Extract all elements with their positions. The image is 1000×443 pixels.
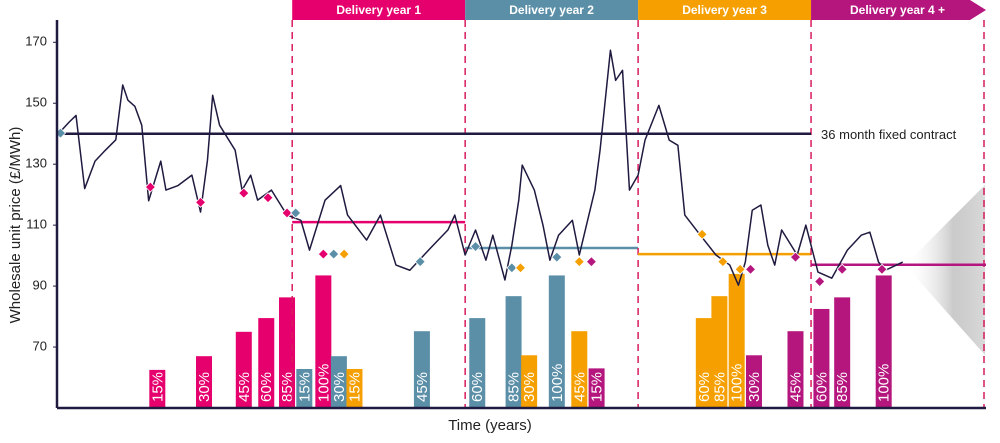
purchase-bar [235, 331, 252, 408]
purchase-bar [787, 331, 804, 408]
purchase-bar [813, 308, 830, 408]
purchase-bar [521, 355, 538, 408]
bar-label: 60% [696, 372, 713, 402]
purchase-bar [279, 297, 296, 408]
purchase-point [573, 256, 585, 268]
bar-label: 30% [196, 372, 213, 402]
bar-label: 100% [729, 364, 746, 402]
purchase-bar [571, 331, 588, 408]
bar-label: 100% [876, 364, 893, 402]
purchase-point [262, 192, 274, 204]
purchase-bar [315, 275, 332, 408]
purchase-point [414, 256, 426, 268]
purchase-point [290, 207, 302, 219]
purchase-bar [296, 368, 313, 408]
purchase-bar [834, 297, 851, 408]
purchase-point [717, 256, 729, 268]
purchase-point [238, 187, 250, 199]
purchase-bar [588, 368, 605, 408]
bar-label: 15% [589, 372, 606, 402]
bar-label: 15% [346, 372, 363, 402]
purchase-bar [505, 296, 522, 408]
purchase-point [836, 263, 848, 275]
x-axis-label: Time (years) [448, 417, 532, 434]
period-tab [638, 0, 812, 20]
period-tab-label: Delivery year 1 [336, 3, 421, 17]
purchase-bar [149, 369, 166, 408]
bar-label: 45% [787, 372, 804, 402]
purchase-bar [413, 331, 430, 408]
purchase-point [814, 275, 826, 288]
bar-label: 45% [414, 372, 431, 402]
purchase-bar [330, 356, 347, 408]
purchase-point [317, 248, 329, 260]
purchase-point [734, 263, 746, 275]
bar-label: 15% [149, 372, 166, 402]
bar-label: 60% [813, 372, 830, 402]
purchase-bar [695, 318, 712, 408]
bar-label: 45% [571, 372, 588, 402]
y-tick-label: 130 [25, 156, 47, 171]
purchase-point [506, 262, 518, 274]
y-tick-label: 110 [26, 217, 47, 232]
purchase-bar [548, 275, 565, 408]
bar-label: 30% [521, 372, 538, 402]
purchase-point [514, 262, 527, 274]
purchase-bar [346, 368, 363, 408]
purchase-bar [196, 356, 213, 408]
bar-label: 85% [506, 372, 523, 402]
period-tab [811, 0, 986, 20]
y-axis-label: Wholesale unit price (£/MWh) [7, 127, 24, 324]
fixed-contract-label: 36 month fixed contract [821, 127, 957, 142]
bar-label: 60% [469, 372, 486, 402]
purchase-point [469, 240, 482, 253]
purchase-point [144, 181, 156, 193]
bar-label: 85% [279, 372, 296, 402]
purchase-bar [711, 296, 728, 408]
bar-label: 100% [549, 364, 566, 402]
bar-label: 30% [331, 372, 348, 402]
bar-label: 60% [258, 372, 275, 402]
price-line [56, 49, 904, 286]
purchase-bar [469, 318, 486, 408]
bar-label: 85% [834, 372, 851, 402]
bar-label: 30% [746, 372, 763, 402]
bar-label: 100% [315, 364, 332, 402]
purchase-point [338, 248, 350, 260]
purchase-point [281, 207, 293, 219]
purchase-point [194, 196, 207, 208]
forecast-cone [905, 185, 985, 355]
period-tab [292, 0, 466, 20]
purchase-bar [728, 273, 745, 408]
y-tick-label: 170 [25, 34, 47, 49]
purchase-point [585, 256, 597, 268]
purchase-point [876, 263, 888, 275]
purchase-bar [875, 275, 892, 408]
purchase-point [328, 248, 340, 260]
period-tab-label: Delivery year 2 [509, 3, 594, 17]
purchase-point [789, 251, 802, 263]
bar-label: 45% [236, 372, 253, 402]
period-tab [465, 0, 639, 20]
bar-label: 85% [711, 372, 728, 402]
bar-label: 15% [296, 372, 313, 402]
period-tab-label: Delivery year 4 + [850, 3, 945, 17]
purchase-bar [745, 355, 762, 408]
purchase-point [744, 263, 757, 275]
y-tick-label: 70 [33, 338, 47, 353]
purchase-point [696, 228, 708, 240]
period-tab-label: Delivery year 3 [682, 3, 767, 17]
purchase-bar [258, 318, 275, 408]
y-tick-label: 150 [25, 95, 47, 110]
purchase-point [551, 251, 563, 263]
y-tick-label: 90 [33, 278, 47, 293]
